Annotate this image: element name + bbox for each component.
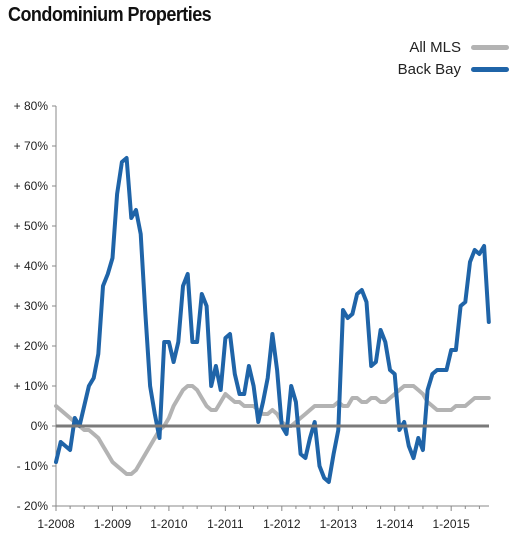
y-tick-label: - 20% — [17, 499, 49, 513]
x-tick-label: 1-2011 — [207, 517, 244, 531]
legend: All MLS Back Bay — [398, 36, 509, 80]
y-tick-label: + 30% — [14, 299, 49, 313]
chart-title: Condominium Properties — [8, 4, 212, 26]
series-line-back-bay — [54, 156, 491, 484]
legend-label-back-bay: Back Bay — [397, 60, 461, 78]
legend-label-all-mls: All MLS — [409, 38, 461, 56]
x-tick-label: 1-2010 — [150, 517, 188, 531]
y-tick-label: + 50% — [14, 219, 49, 233]
series-line-all-mls — [54, 384, 491, 476]
y-tick-label: + 70% — [14, 139, 49, 153]
y-tick-label: + 20% — [14, 339, 49, 353]
y-tick-label: + 80% — [14, 99, 49, 113]
x-tick-label: 1-2014 — [376, 517, 414, 531]
legend-item-back-bay: Back Bay — [398, 58, 509, 80]
x-tick-label: 1-2012 — [263, 517, 301, 531]
legend-swatch-back-bay — [471, 66, 509, 72]
x-tick-label: 1-2009 — [94, 517, 132, 531]
x-tick-label: 1-2015 — [432, 517, 470, 531]
x-tick-label: 1-2013 — [320, 517, 358, 531]
y-tick-label: - 10% — [17, 459, 49, 473]
legend-swatch-all-mls — [471, 44, 509, 50]
x-tick-label: 1-2008 — [37, 517, 75, 531]
y-tick-label: + 10% — [14, 379, 49, 393]
legend-item-all-mls: All MLS — [398, 36, 509, 58]
y-tick-label: + 40% — [14, 259, 49, 273]
y-tick-label: + 60% — [14, 179, 49, 193]
y-tick-label: 0% — [31, 419, 49, 433]
